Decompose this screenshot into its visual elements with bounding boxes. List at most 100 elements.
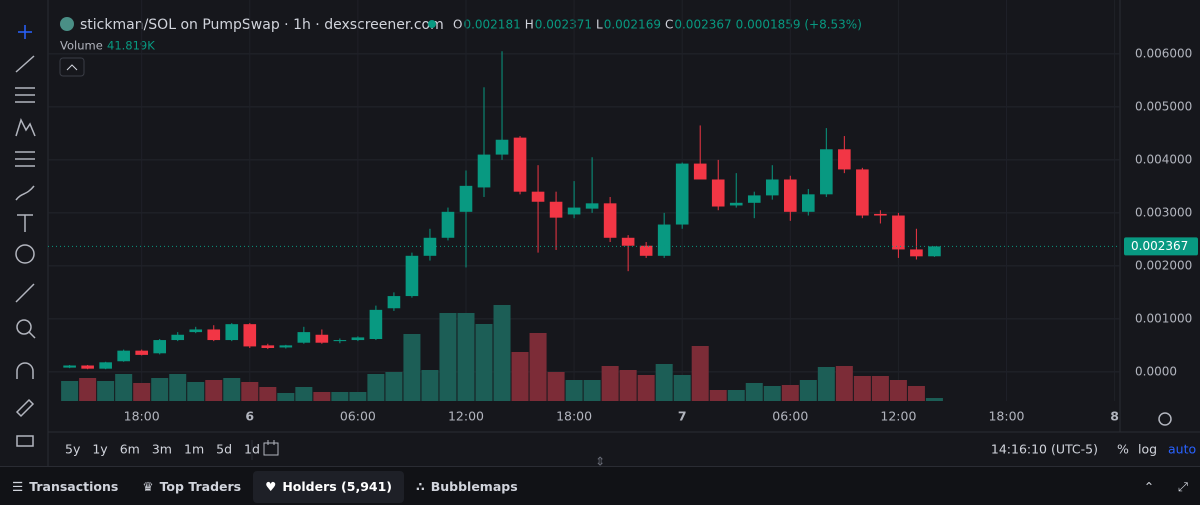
ohlc-legend: O 0.002181 H 0.002371 L 0.002169 C 0.002367 0.00… [453, 18, 862, 32]
volume-bar [889, 380, 907, 401]
candle-body [261, 345, 275, 349]
volume-bar [169, 374, 187, 401]
candle-body [405, 255, 419, 297]
candle-body [225, 324, 239, 341]
collapse-button[interactable] [59, 57, 85, 77]
candle-body [820, 149, 833, 195]
volume-bar [493, 305, 511, 401]
calendar-icon[interactable] [263, 440, 279, 456]
y-tick-label: 0.0000 [1135, 364, 1177, 378]
tab[interactable]: ☰ Transactions [0, 471, 130, 503]
candle-body [892, 215, 905, 250]
scale-option[interactable]: log [1138, 442, 1157, 457]
volume-title: Volume [60, 39, 103, 53]
candle-body [333, 340, 347, 342]
ohlc-value: 0.002181 [463, 18, 520, 32]
candle-body [351, 337, 365, 341]
volume-bar [781, 385, 799, 401]
volume-bar [547, 372, 565, 401]
volume-bar [817, 367, 835, 401]
tab-icon: ♥ [265, 479, 277, 494]
candle-body [207, 329, 221, 341]
volume-bar [529, 333, 547, 401]
tab-label: Holders (5,941) [282, 479, 393, 494]
volume-bar [457, 313, 475, 401]
volume-value: 41.819K [107, 39, 155, 53]
pair-title: stickman/SOL on PumpSwap · 1h · dexscree… [80, 17, 444, 33]
last-price-label: 0.002367 [1131, 239, 1188, 253]
volume-bar [133, 383, 151, 401]
status-dot [428, 20, 436, 28]
x-tick-label: 18:00 [988, 409, 1024, 424]
volume-bar [205, 380, 223, 401]
last-price-tag [1124, 237, 1198, 256]
ohlc-key: O [453, 18, 462, 32]
x-tick-label: 12:00 [448, 409, 484, 424]
scale-option[interactable]: auto [1168, 442, 1196, 457]
panel-button[interactable]: ⌃ [1143, 479, 1155, 494]
volume-bar [655, 364, 673, 401]
y-tick-label: 0.001000 [1135, 311, 1192, 325]
volume-bar [367, 374, 385, 401]
volume-bar [871, 376, 889, 401]
candle-body [765, 179, 779, 196]
candle-body [874, 213, 887, 216]
volume-bar [115, 374, 133, 401]
candle-body [747, 195, 761, 203]
candle-body [297, 332, 311, 343]
range-button[interactable]: 6m [120, 442, 140, 457]
volume-bar [763, 386, 781, 401]
tab[interactable]: ♛ Top Traders [130, 471, 253, 503]
candle-body [783, 179, 797, 212]
candle-body [567, 207, 581, 215]
candle-body [838, 149, 851, 170]
volume-bar [79, 378, 97, 401]
scale-option[interactable]: % [1117, 442, 1129, 457]
range-button[interactable]: 1y [92, 442, 108, 457]
x-tick-label: 6 [245, 409, 254, 424]
candle-body [928, 246, 941, 257]
candle-body [729, 202, 743, 206]
ohlc-value: 0.002371 [535, 18, 592, 32]
candle-body [63, 365, 76, 368]
ohlc-key: L [596, 18, 603, 32]
candle-body [315, 334, 329, 343]
tab[interactable]: ∴ Bubblemaps [404, 471, 530, 503]
range-button[interactable]: 5y [65, 442, 81, 457]
candle-body [459, 185, 473, 212]
candle-body [387, 296, 401, 309]
settings-icon[interactable] [1158, 412, 1172, 426]
change-value: 0.0001859 (+8.53%) [736, 18, 862, 32]
volume-bar [673, 375, 691, 401]
range-button[interactable]: 5d [216, 442, 232, 457]
tab-label: Bubblemaps [430, 479, 518, 494]
volume-bar [331, 392, 349, 401]
volume-bar [421, 370, 439, 401]
candle-body [585, 203, 599, 209]
volume-bar [799, 380, 817, 401]
candle-body [856, 169, 869, 216]
candle-body [477, 154, 491, 188]
range-button[interactable]: 1m [184, 442, 204, 457]
resize-handle[interactable]: ⇕ [595, 455, 605, 469]
volume-bar [511, 352, 529, 401]
volume-bar [241, 382, 259, 401]
range-button[interactable]: 3m [152, 442, 172, 457]
y-tick-label: 0.006000 [1135, 46, 1192, 60]
volume-bar [97, 381, 115, 401]
volume-bar [835, 366, 853, 401]
candle-body [423, 237, 437, 256]
candle-body [910, 249, 923, 257]
range-bar: 5y 1y 6m 3m 1m 5d 1d 14:16:10 (UTC-5)% log auto [65, 440, 1196, 460]
panel-button[interactable]: ⤢ [1177, 478, 1188, 494]
volume-bar [403, 334, 421, 401]
volume-bar [349, 392, 367, 401]
tab-label: Transactions [29, 479, 119, 494]
tab[interactable]: ♥ Holders (5,941) [253, 470, 405, 503]
volume-bar [727, 390, 745, 401]
candle-body [639, 245, 653, 256]
ohlc-key: C [665, 18, 673, 32]
drawing-tools[interactable] [15, 25, 36, 447]
clock: 14:16:10 (UTC-5) [991, 442, 1098, 457]
x-tick-label: 12:00 [880, 409, 916, 424]
